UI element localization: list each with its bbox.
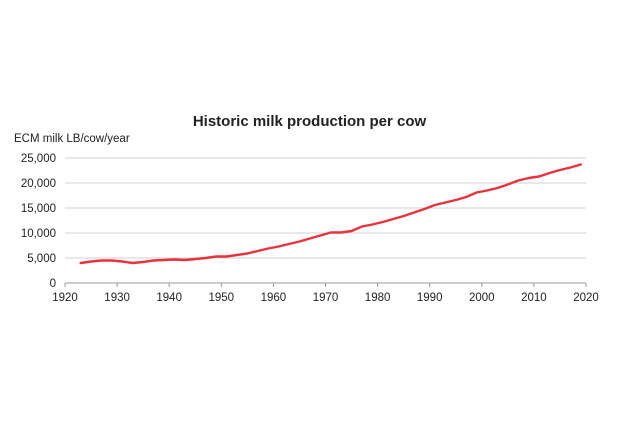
x-tick-label: 2020 xyxy=(573,292,599,304)
x-tick-label: 2000 xyxy=(469,292,495,304)
y-tick-label: 10,000 xyxy=(21,228,56,240)
x-tick-label: 1990 xyxy=(417,292,443,304)
y-tick-label: 5,000 xyxy=(27,253,56,265)
y-axis-title: ECM milk LB/cow/year xyxy=(14,133,130,145)
x-tick-label: 1960 xyxy=(261,292,287,304)
series-line xyxy=(79,163,582,265)
x-tick-label: 1920 xyxy=(52,292,78,304)
x-tick-label: 1980 xyxy=(365,292,391,304)
x-tick-label: 2010 xyxy=(521,292,547,304)
y-tick-label: 20,000 xyxy=(21,178,56,190)
y-tick-label: 15,000 xyxy=(21,203,56,215)
chart-title: Historic milk production per cow xyxy=(192,113,427,130)
x-tick-label: 1970 xyxy=(313,292,339,304)
y-tick-label: 0 xyxy=(50,278,56,290)
x-tick-label: 1930 xyxy=(104,292,130,304)
x-tick-label: 1940 xyxy=(156,292,182,304)
y-tick-label: 25,000 xyxy=(21,153,56,165)
x-tick-label: 1950 xyxy=(209,292,235,304)
